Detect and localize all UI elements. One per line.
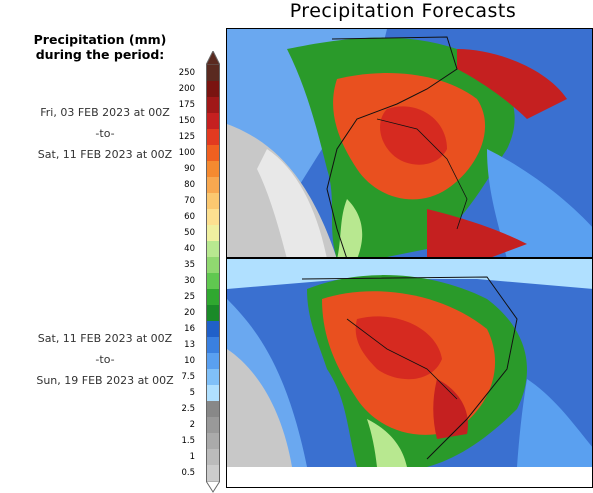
colorbar-tick-label: 13 [184,340,195,350]
colorbar-tick-label: 150 [178,116,195,126]
colorbar-tick-label: 35 [184,260,195,270]
colorbar-tick-label: 1.5 [181,436,195,446]
colorbar-bin [206,129,220,145]
period-1-label: Fri, 03 FEB 2023 at 00Z -to- Sat, 11 FEB… [0,102,210,165]
colorbar-tick-label: 10 [184,356,195,366]
colorbar-bin [206,385,220,401]
colorbar-tick-label: 2 [189,420,195,430]
colorbar-bin [206,465,220,481]
colorbar-tick-label: 100 [178,148,195,158]
colorbar-tick-label: 20 [184,308,195,318]
colorbar-tick-label: 70 [184,196,195,206]
colorbar-tick-label: 16 [184,324,195,334]
period-2-label: Sat, 11 FEB 2023 at 00Z -to- Sun, 19 FEB… [0,328,210,391]
forecast-map-period-2 [226,258,593,488]
period-1-sep: -to- [95,127,115,140]
colorbar-tick-label: 0.5 [181,468,195,478]
colorbar-bin [206,209,220,225]
colorbar-tick-label: 30 [184,276,195,286]
colorbar-bin [206,81,220,97]
colorbar-tick-label: 90 [184,164,195,174]
colorbar-tick-label: 5 [189,388,195,398]
period-1-start: Fri, 03 FEB 2023 at 00Z [40,106,170,119]
colorbar-bin [206,401,220,417]
colorbar-tick-label: 250 [178,68,195,78]
colorbar-tick-label: 125 [178,132,195,142]
colorbar-tick-label: 1 [189,452,195,462]
period-2-start: Sat, 11 FEB 2023 at 00Z [37,332,173,345]
colorbar-bin [206,241,220,257]
colorbar-bin [206,145,220,161]
legend-title: Precipitation (mm) during the period: [10,32,190,62]
colorbar-bin [206,321,220,337]
colorbar-tick-label: 7.5 [181,372,195,382]
colorbar-tick-label: 200 [178,84,195,94]
period-2-sep: -to- [95,353,115,366]
colorbar-tick-label: 2.5 [181,404,195,414]
colorbar-top-arrow [206,51,220,65]
period-2-end: Sun, 19 FEB 2023 at 00Z [36,374,174,387]
colorbar-tick-label: 25 [184,292,195,302]
chart-title: Precipitation Forecasts [289,0,517,22]
legend-title-line-1: Precipitation (mm) [33,32,167,47]
colorbar-tick-label: 175 [178,100,195,110]
colorbar-bin [206,305,220,321]
colorbar-bin [206,65,220,81]
colorbar-bin [206,161,220,177]
colorbar-bin [206,449,220,465]
colorbar-bin [206,113,220,129]
colorbar-bin [206,417,220,433]
colorbar-bin [206,97,220,113]
colorbar-bin [206,177,220,193]
period-1-end: Sat, 11 FEB 2023 at 00Z [37,148,173,161]
colorbar-bin [206,225,220,241]
colorbar-bin [206,337,220,353]
colorbar-bin [206,369,220,385]
colorbar-bin [206,433,220,449]
map-2-svg [227,259,592,467]
colorbar-bin [206,289,220,305]
colorbar-bin [206,273,220,289]
colorbar-tick-label: 50 [184,228,195,238]
colorbar-tick-label: 40 [184,244,195,254]
colorbar-bin [206,193,220,209]
colorbar-bin [206,257,220,273]
map-1-svg [227,29,592,257]
colorbar-bin [206,353,220,369]
forecast-map-period-1 [226,28,593,258]
legend-title-line-2: during the period: [35,47,165,62]
colorbar-bottom-arrow [206,481,220,493]
colorbar-tick-label: 80 [184,180,195,190]
colorbar-tick-label: 60 [184,212,195,222]
